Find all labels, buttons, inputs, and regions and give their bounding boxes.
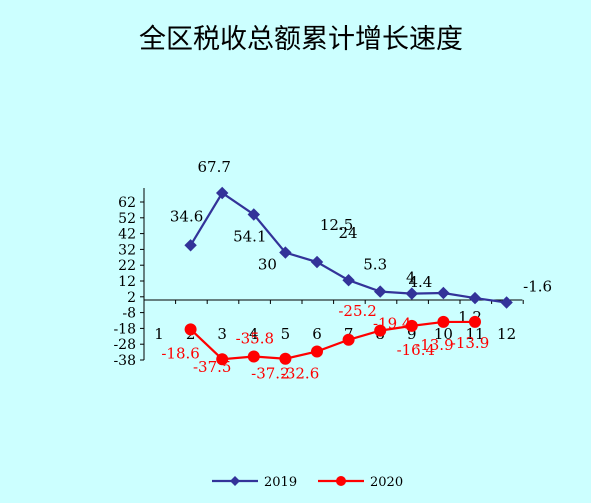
data-label-2020: -37.2 — [251, 365, 289, 383]
x-tick-label: 9 — [407, 325, 417, 343]
point-2020 — [247, 350, 260, 363]
x-tick-label: 5 — [281, 325, 291, 343]
point-2019 — [310, 255, 324, 269]
point-2020 — [216, 353, 229, 366]
y-tick-label: 32 — [118, 242, 136, 258]
point-2019 — [247, 208, 261, 221]
data-label-2019: 4 — [406, 269, 416, 287]
y-tick-label: 52 — [118, 211, 136, 227]
point-2019 — [468, 291, 482, 305]
point-2019 — [215, 186, 229, 200]
y-tick-label: 42 — [118, 227, 136, 243]
data-label-2020: -13.9 — [451, 334, 489, 352]
x-tick-label: 6 — [312, 325, 322, 343]
data-label-2020: -18.6 — [161, 344, 199, 362]
data-label-2020: -25.2 — [338, 302, 376, 320]
point-2020 — [184, 323, 197, 336]
point-2020 — [342, 333, 355, 346]
point-2020 — [374, 324, 387, 337]
x-tick-label: 3 — [217, 325, 227, 343]
y-tick-label: 62 — [118, 195, 136, 211]
y-tick-label: -38 — [113, 353, 136, 369]
point-2019 — [437, 286, 450, 300]
point-2020 — [311, 345, 323, 358]
point-2019 — [500, 296, 513, 309]
data-label-2020: -37.5 — [193, 358, 231, 376]
legend-marker-2019 — [230, 476, 240, 486]
y-tick-label: 2 — [127, 290, 136, 306]
data-label-2019: 4.4 — [408, 273, 432, 291]
data-label-2019: 12.5 — [320, 216, 353, 234]
point-2019 — [373, 285, 387, 298]
y-tick-label: 22 — [118, 258, 136, 274]
data-label-2020: -16.4 — [397, 341, 435, 359]
series-line-2020 — [189, 320, 475, 361]
data-label-2020: -19.4 — [373, 315, 411, 333]
point-2019 — [405, 287, 419, 300]
legend-marker-2020 — [336, 476, 346, 486]
point-2020 — [279, 352, 292, 365]
point-2019 — [184, 239, 197, 252]
x-tick-label: 4 — [249, 325, 259, 343]
data-label-2019: -1.6 — [523, 277, 552, 295]
data-label-2020: -35.8 — [236, 330, 274, 348]
x-tick-label: 1 — [154, 325, 164, 343]
point-2019 — [342, 274, 355, 287]
x-tick-label: 11 — [465, 325, 484, 343]
y-tick-label: 12 — [118, 274, 136, 290]
data-label-2019: 54.1 — [233, 227, 266, 245]
point-2020 — [437, 315, 450, 328]
data-label-2019: 67.7 — [197, 158, 230, 176]
data-label-2019: 34.6 — [170, 207, 203, 225]
data-label-2019: 24 — [338, 224, 357, 242]
data-label-2020: -32.6 — [281, 364, 319, 382]
data-label-2020: -13.9 — [415, 336, 453, 354]
y-tick-label: -8 — [122, 306, 136, 322]
legend-label-2019: 2019 — [264, 475, 297, 490]
chart-title: 全区税收总额累计增长速度 — [139, 24, 463, 55]
point-2019 — [279, 246, 292, 259]
point-2020 — [405, 319, 418, 332]
x-tick-label: 10 — [434, 325, 453, 343]
data-label-2019: 30 — [258, 256, 277, 274]
x-tick-label: 12 — [497, 325, 516, 343]
y-tick-label: -28 — [113, 337, 136, 353]
legend-label-2020: 2020 — [370, 475, 403, 490]
data-label-2019: 5.3 — [363, 256, 387, 274]
y-tick-label: -18 — [113, 321, 136, 337]
point-2020 — [469, 315, 481, 328]
